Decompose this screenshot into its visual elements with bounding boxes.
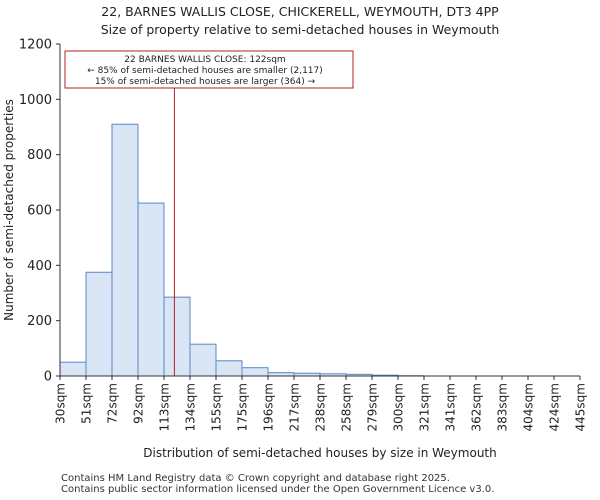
histogram-bar	[111, 123, 139, 377]
chart-subtitle: Size of property relative to semi-detach…	[101, 22, 500, 37]
annotation-line-1: 22 BARNES WALLIS CLOSE: 122sqm	[124, 55, 285, 65]
footer-line-2: Contains public sector information licen…	[61, 484, 495, 495]
x-tick-label: 279sqm	[366, 383, 380, 431]
x-tick-label: 30sqm	[54, 383, 68, 424]
x-tick-label: 362sqm	[470, 383, 484, 431]
x-tick-label: 445sqm	[574, 383, 588, 431]
x-tick-label: 92sqm	[132, 383, 146, 424]
x-axis-label: Distribution of semi-detached houses by …	[143, 446, 496, 460]
histogram-chart: 22, BARNES WALLIS CLOSE, CHICKERELL, WEY…	[2, 4, 588, 460]
annotation-frame	[64, 50, 354, 89]
x-tick-label: 258sqm	[340, 383, 354, 431]
x-tick-label: 341sqm	[444, 383, 458, 431]
x-tick-label: 51sqm	[80, 383, 94, 424]
x-tick-label: 424sqm	[548, 383, 562, 431]
x-tick-label: 404sqm	[522, 383, 536, 431]
y-tick-label: 600	[27, 204, 52, 219]
annotation-line-3: 15% of semi-detached houses are larger (…	[95, 77, 316, 87]
x-tick-label: 113sqm	[158, 383, 172, 431]
x-tick-label: 175sqm	[236, 383, 250, 431]
histogram-bar	[163, 296, 191, 377]
x-tick-label: 217sqm	[288, 383, 302, 431]
histogram-bar	[189, 343, 217, 377]
x-tick-label: 155sqm	[210, 383, 224, 431]
histogram-bar	[59, 361, 87, 377]
x-tick-label: 383sqm	[496, 383, 510, 431]
y-axis-label: Number of semi-detached properties	[2, 99, 16, 321]
histogram-bar	[241, 367, 269, 377]
histogram-bar	[137, 202, 165, 377]
x-tick-label: 72sqm	[106, 383, 120, 424]
x-tick-label: 300sqm	[392, 383, 406, 431]
plot-area: 0 200 400 600 800 1000 1200 30sqm 51sqm 72sqm 92sq…	[19, 38, 588, 432]
y-tick-label: 1000	[19, 93, 52, 108]
annotation-line-2: ← 85% of semi-detached houses are smalle…	[87, 66, 323, 76]
y-tick-label: 1200	[19, 38, 52, 53]
y-tick-label: 200	[27, 314, 52, 329]
footer-line-1: Contains HM Land Registry data © Crown c…	[61, 473, 450, 484]
x-tick-label: 238sqm	[314, 383, 328, 431]
annotation-box: 22 BARNES WALLIS CLOSE: 122sqm ← 85% of …	[64, 50, 354, 89]
y-tick-label: 0	[44, 370, 52, 385]
chart-title: 22, BARNES WALLIS CLOSE, CHICKERELL, WEY…	[101, 4, 499, 19]
y-tick-label: 400	[27, 259, 52, 274]
histogram-bar	[85, 271, 113, 377]
x-tick-label: 196sqm	[262, 383, 276, 431]
x-tick-label: 321sqm	[418, 383, 432, 431]
y-tick-label: 800	[27, 148, 52, 163]
x-tick-label: 134sqm	[184, 383, 198, 431]
histogram-bar	[215, 360, 243, 377]
